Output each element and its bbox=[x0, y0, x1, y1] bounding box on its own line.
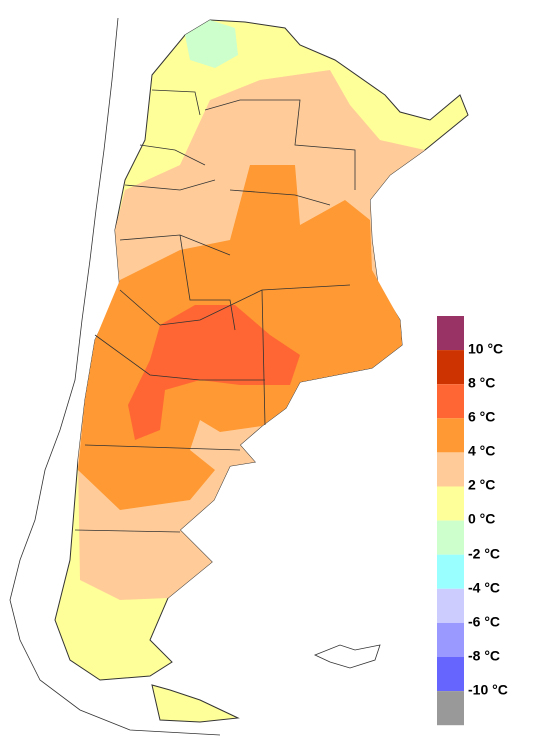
legend-swatch bbox=[437, 691, 464, 726]
legend-swatch bbox=[437, 452, 464, 487]
legend-label: 8 °C bbox=[468, 375, 495, 391]
legend-swatch bbox=[437, 520, 464, 555]
legend-label: -6 °C bbox=[468, 614, 500, 630]
legend-swatch bbox=[437, 316, 464, 351]
islands bbox=[313, 644, 381, 669]
tierra-del-fuego bbox=[151, 684, 240, 723]
legend-swatch bbox=[437, 657, 464, 692]
zone-red bbox=[128, 305, 300, 440]
zone-green bbox=[185, 20, 238, 68]
legend-label: 4 °C bbox=[468, 443, 495, 459]
legend-swatch bbox=[437, 384, 464, 419]
legend-swatch bbox=[437, 418, 464, 453]
province-borders bbox=[74, 89, 356, 533]
legend: 10 °C 8 °C 6 °C 4 °C 2 °C 0 °C -2 °C -4 … bbox=[437, 316, 508, 726]
legend-label: 6 °C bbox=[468, 409, 495, 425]
legend-swatch bbox=[437, 588, 464, 623]
legend-swatch bbox=[437, 350, 464, 385]
legend-boxes bbox=[437, 316, 464, 726]
legend-label: -2 °C bbox=[468, 546, 500, 562]
legend-label: -8 °C bbox=[468, 648, 500, 664]
legend-label: -4 °C bbox=[468, 580, 500, 596]
chile-coast bbox=[9, 17, 221, 736]
legend-swatch bbox=[437, 622, 464, 657]
legend-label: -10 °C bbox=[468, 682, 508, 698]
legend-label: 0 °C bbox=[468, 511, 495, 527]
legend-label: 2 °C bbox=[468, 477, 495, 493]
legend-swatch bbox=[437, 486, 464, 521]
legend-swatch bbox=[437, 554, 464, 589]
legend-label: 10 °C bbox=[468, 341, 503, 357]
